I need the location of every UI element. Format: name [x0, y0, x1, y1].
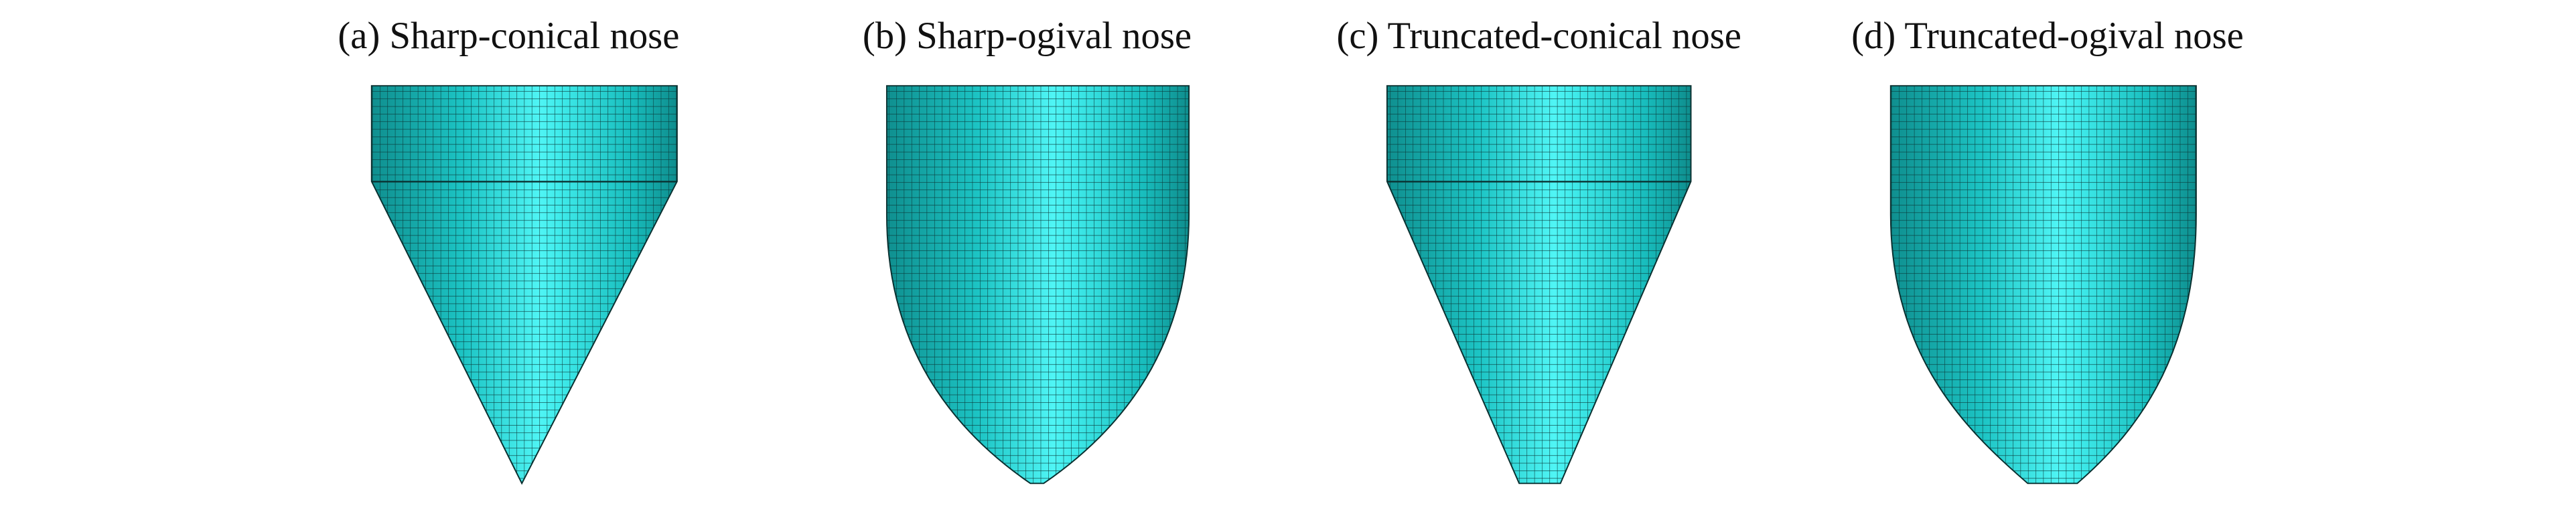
projectile-a — [370, 85, 678, 485]
projectile-b — [885, 85, 1190, 485]
caption: (b) Sharp-ogival nose — [863, 15, 1192, 57]
caption: (c) Truncated-conical nose — [1336, 15, 1741, 57]
projectile-d — [1889, 85, 2197, 485]
caption: (a) Sharp-conical nose — [338, 15, 679, 57]
caption: (d) Truncated-ogival nose — [1851, 15, 2244, 57]
projectile-c — [1386, 85, 1692, 485]
